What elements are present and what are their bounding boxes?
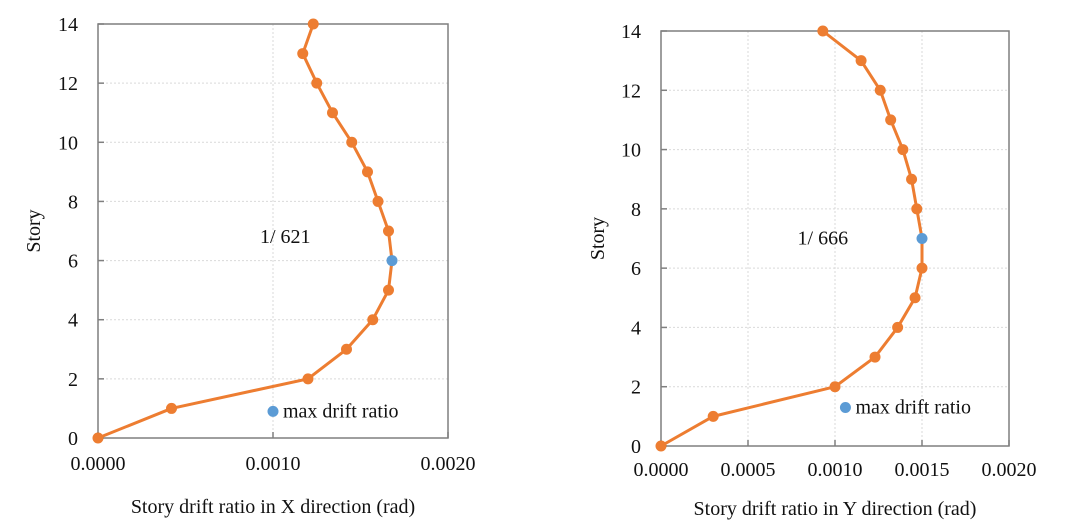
x-tick-label: 0.0020 [982,459,1037,481]
y-tick-label: 8 [631,199,641,221]
data-point [372,195,384,207]
y-tick-label: 0 [68,428,78,450]
legend-label: max drift ratio [283,400,399,422]
max-drift-point [916,233,928,244]
y-tick-label: 0 [631,436,641,458]
data-point [383,284,394,296]
y-tick-label: 4 [631,317,641,339]
y-tick-label: 6 [631,258,641,280]
max-drift-point [386,255,398,267]
y-tick-label: 14 [621,21,641,43]
y-tick-label: 10 [58,132,78,154]
data-point [327,107,338,119]
data-point [297,48,309,60]
y-axis-title: Story [587,217,609,260]
x-tick-label: 0.0015 [895,459,950,481]
data-point [874,84,886,96]
data-point [311,77,323,89]
x-tick-label: 0.0010 [808,459,863,481]
y-tick-label: 12 [621,80,641,102]
data-point [817,25,829,37]
y-tick-label: 8 [68,191,78,213]
legend-label: max drift ratio [855,396,971,418]
data-point [829,381,841,393]
data-point [383,225,394,237]
data-point [307,18,319,30]
y-tick-label: 4 [68,310,78,332]
x-tick-label: 0.0000 [71,453,126,475]
data-point [92,432,104,444]
data-point [869,351,881,363]
data-point [885,114,897,126]
y-tick-label: 2 [68,369,78,391]
x-tick-label: 0.0020 [421,453,476,475]
y-tick-label: 2 [631,377,641,399]
y-tick-label: 12 [58,73,78,95]
x-axis-title: Story drift ratio in X direction (rad) [131,496,415,518]
data-point [916,262,928,274]
y-tick-label: 10 [621,140,641,162]
data-point [892,321,904,333]
data-point [302,373,314,385]
data-point [346,136,358,148]
data-point [655,440,667,452]
y-tick-label: 14 [58,14,78,36]
data-point [166,402,177,414]
chart-y-direction: 0 2 4 6 8 10 12 14 0.0000 0.0005 0.0010 0.0015 0.002… [587,21,1037,520]
data-point [909,292,921,304]
y-axis-title: Story [23,209,45,252]
x-tick-label: 0.0010 [246,453,301,475]
data-point [362,166,373,178]
chart-x-direction: 0 2 4 6 8 10 12 14 0.0000 0.0010 0.0020 Story drift… [23,14,476,518]
x-tick-label: 0.0000 [634,459,689,481]
y-tick-label: 6 [68,251,78,273]
max-drift-annotation: 1/ 621 [260,226,311,248]
data-point [341,343,352,355]
data-point [906,173,918,185]
x-axis-title: Story drift ratio in Y direction (rad) [694,498,977,520]
legend-marker [267,405,279,417]
data-point [897,144,909,156]
data-point [911,203,923,215]
data-point [367,314,379,326]
data-point [707,410,719,422]
max-drift-annotation: 1/ 666 [798,227,849,249]
series-line [97,23,394,440]
x-tick-label: 0.0005 [721,459,776,481]
legend-marker [839,401,851,413]
data-point [855,55,867,67]
